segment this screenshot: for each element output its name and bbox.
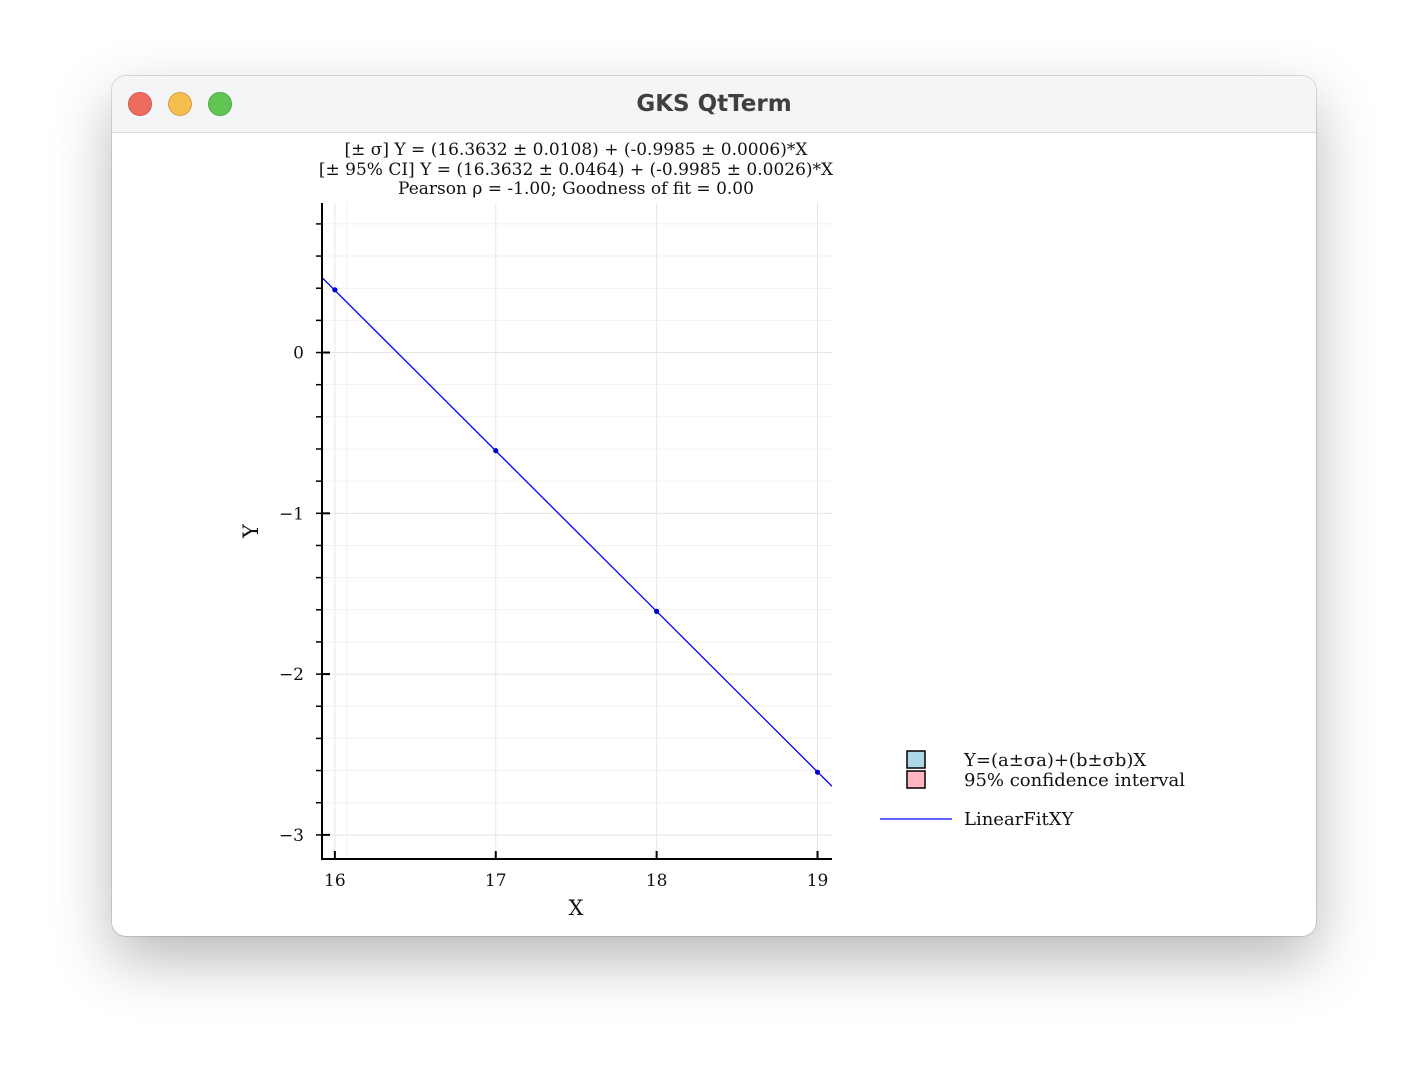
plot-canvas: [± σ] Y = (16.3632 ± 0.0108) + (-0.9985 … <box>239 140 1185 920</box>
legend-label: Y=(a±σa)+(b±σb)X <box>963 750 1146 771</box>
window-title: GKS QtTerm <box>636 91 792 117</box>
y-tick-label: 0 <box>293 344 304 364</box>
zoom-window-button[interactable] <box>208 92 232 116</box>
data-point <box>332 287 338 293</box>
points-layer <box>332 287 821 775</box>
ticks <box>316 223 819 859</box>
legend: Y=(a±σa)+(b±σb)X95% confidence interval L… <box>880 750 1185 830</box>
y-tick-label: −1 <box>279 504 304 524</box>
chart-title-line-3: Pearson ρ = -1.00; Goodness of fit = 0.0… <box>398 179 754 199</box>
x-tick-label: 19 <box>807 871 829 891</box>
major-grid <box>322 203 832 859</box>
x-tick-label: 18 <box>646 871 668 891</box>
close-window-button[interactable] <box>128 92 152 116</box>
y-tick-label: −3 <box>279 826 304 846</box>
title-bar: GKS QtTerm <box>112 76 1316 133</box>
legend-label: 95% confidence interval <box>964 770 1185 791</box>
x-tick-label: 17 <box>485 871 507 891</box>
fit-layer <box>322 276 832 787</box>
data-point <box>814 769 821 775</box>
fit-line <box>322 276 832 787</box>
data-point <box>493 448 499 454</box>
legend-label: LinearFitXY <box>964 809 1075 830</box>
legend-swatch <box>906 750 926 769</box>
tick-labels: 16 17 18 19 0 −1 −2 −3 <box>279 344 828 891</box>
y-tick-label: −2 <box>279 665 304 685</box>
x-tick-label: 16 <box>324 871 346 891</box>
data-point <box>654 608 660 614</box>
y-axis-label: Y <box>239 523 263 539</box>
app-window: GKS QtTerm [± σ] Y = (16.3632 ± 0.0108) … <box>112 76 1316 936</box>
minimize-window-button[interactable] <box>168 92 192 116</box>
chart-title-line-2: [± 95% CI] Y = (16.3632 ± 0.0464) + (-0.… <box>319 160 834 180</box>
legend-swatch <box>906 770 926 789</box>
chart-title-line-1: [± σ] Y = (16.3632 ± 0.0108) + (-0.9985 … <box>345 140 809 160</box>
axes <box>321 203 832 860</box>
x-axis-label: X <box>569 896 584 920</box>
